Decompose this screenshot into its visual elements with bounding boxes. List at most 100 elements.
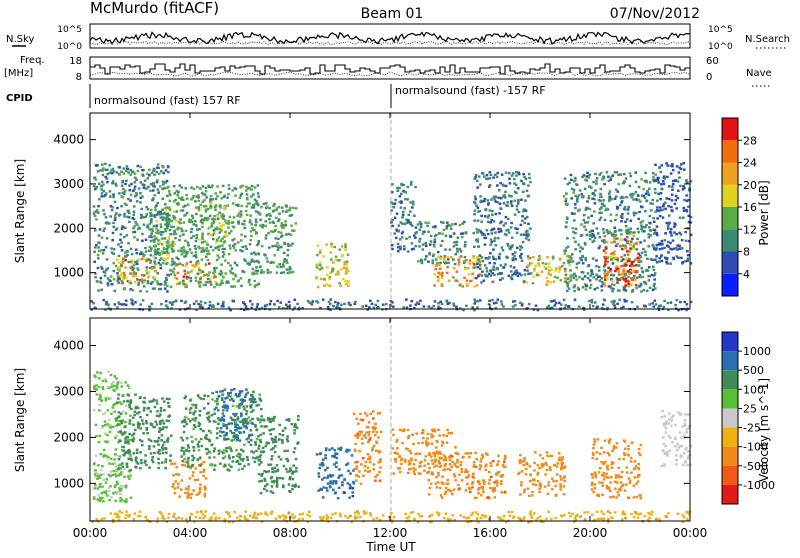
echo-cell	[466, 471, 469, 473]
echo-cell	[366, 414, 369, 416]
echo-cell	[449, 459, 452, 461]
echo-cell	[379, 458, 382, 460]
echo-cell	[681, 239, 684, 241]
echo-cell	[141, 444, 144, 446]
echo-cell	[220, 263, 223, 265]
echo-cell	[116, 272, 119, 274]
echo-cell	[285, 259, 288, 261]
echo-cell	[232, 400, 235, 402]
echo-cell	[192, 471, 195, 473]
echo-cell	[119, 214, 122, 216]
echo-cell	[157, 191, 160, 193]
echo-cell	[621, 213, 624, 215]
echo-cell	[201, 445, 204, 447]
echo-cell	[114, 214, 117, 216]
echo-cell	[440, 244, 443, 246]
echo-cell	[99, 372, 102, 374]
echo-cell	[564, 177, 567, 179]
echo-cell	[110, 413, 113, 415]
echo-cell	[491, 272, 494, 274]
echo-cell	[292, 464, 295, 466]
echo-cell	[163, 441, 166, 443]
echo-cell	[582, 286, 585, 288]
echo-cell	[559, 483, 562, 485]
echo-cell	[592, 222, 595, 224]
echo-cell	[171, 260, 174, 262]
echo-cell	[617, 191, 620, 193]
echo-cell	[121, 225, 124, 227]
echo-cell	[432, 262, 435, 264]
date-label: 07/Nov/2012	[610, 6, 700, 22]
echo-cell	[105, 455, 108, 457]
echo-cell	[328, 449, 331, 451]
echo-cell	[624, 247, 627, 249]
echo-cell	[439, 487, 442, 489]
echo-cell	[500, 221, 503, 223]
echo-cell	[326, 266, 329, 268]
echo-cell	[419, 221, 422, 223]
echo-cell	[119, 493, 122, 495]
echo-cell	[521, 260, 524, 262]
echo-cell	[671, 194, 674, 196]
echo-cell	[93, 261, 96, 263]
echo-cell	[362, 475, 365, 477]
echo-cell	[148, 228, 151, 230]
echo-cell	[414, 453, 417, 455]
echo-cell	[108, 499, 111, 501]
echo-cell	[178, 282, 181, 284]
echo-cell	[533, 270, 536, 272]
echo-cell	[194, 420, 197, 422]
echo-cell	[123, 450, 126, 452]
echo-cell	[136, 412, 139, 414]
echo-cell	[100, 188, 103, 190]
echo-cell	[473, 263, 476, 265]
echo-cell	[456, 241, 459, 243]
echo-cell	[593, 194, 596, 196]
echo-cell	[289, 207, 292, 209]
echo-cell	[105, 301, 108, 303]
echo-cell	[376, 442, 379, 444]
echo-cell	[326, 489, 329, 491]
echo-cell	[221, 272, 224, 274]
echo-cell	[478, 175, 481, 177]
echo-cell	[154, 206, 157, 208]
echo-cell	[284, 220, 287, 222]
echo-cell	[656, 217, 659, 219]
echo-cell	[512, 172, 515, 174]
echo-cell	[627, 254, 630, 256]
echo-cell	[535, 305, 538, 307]
echo-cell	[228, 457, 231, 459]
echo-cell	[508, 172, 511, 174]
echo-cell	[605, 258, 608, 260]
echo-cell	[477, 210, 480, 212]
echo-cell	[157, 462, 160, 464]
echo-cell	[263, 488, 266, 490]
echo-cell	[153, 276, 156, 278]
echo-cell	[680, 163, 683, 165]
echo-cell	[476, 284, 479, 286]
echo-cell	[108, 279, 111, 281]
echo-cell	[134, 429, 137, 431]
echo-cell	[480, 200, 483, 202]
echo-cell	[213, 469, 216, 471]
echo-cell	[260, 425, 263, 427]
echo-cell	[633, 270, 636, 272]
echo-cell	[209, 464, 212, 466]
echo-cell	[324, 469, 327, 471]
echo-cell	[182, 209, 185, 211]
echo-cell	[479, 299, 482, 301]
echo-cell	[102, 473, 105, 475]
echo-cell	[183, 214, 186, 216]
echo-cell	[235, 461, 238, 463]
echo-cell	[166, 248, 169, 250]
echo-cell	[364, 412, 367, 414]
echo-cell	[317, 472, 320, 474]
echo-cell	[579, 189, 582, 191]
echo-cell	[563, 262, 566, 264]
echo-cell	[241, 403, 244, 405]
echo-cell	[132, 417, 135, 419]
echo-cell	[173, 211, 176, 213]
echo-cell	[635, 284, 638, 286]
echo-cell	[332, 489, 335, 491]
echo-cell	[238, 469, 241, 471]
